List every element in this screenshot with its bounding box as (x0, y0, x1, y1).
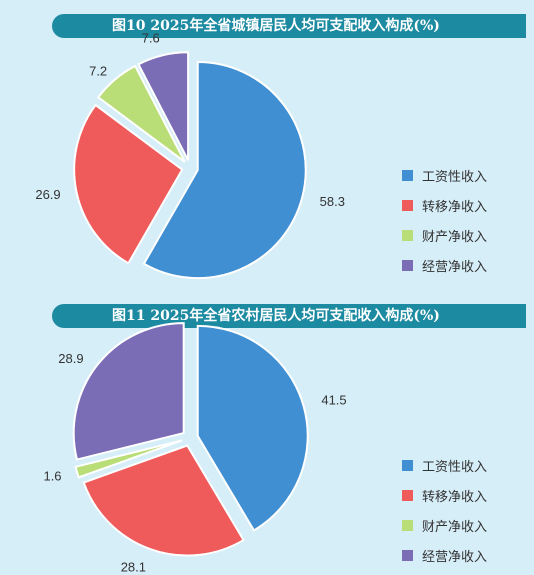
legend-item-business: 经营净收入 (402, 250, 526, 280)
legend-item-property: 财产净收入 (402, 510, 526, 540)
legend-label: 转移净收入 (422, 199, 488, 215)
pie-slice-business (72, 322, 185, 461)
legend-item-wages: 工资性收入 (402, 450, 526, 480)
legend-swatch-wages (402, 169, 413, 181)
legend-label: 经营净收入 (422, 549, 488, 565)
urban-income-pie-chart: 58.3 26.9 7.2 7.6 (35, 31, 345, 279)
slice-value-label-property: 7.2 (89, 63, 107, 78)
legend-item-wages: 工资性收入 (402, 160, 526, 190)
pie-slice-business (137, 51, 190, 161)
pie-slice-wages (142, 61, 307, 279)
pie-slice-transfer (73, 103, 184, 265)
legend-swatch-wages (402, 459, 413, 471)
rural-income-panel: 图11 2025年全省农村居民人均可支配收入构成(%) 41.5 28.1 1.6 2… (0, 290, 534, 575)
chart-legend: 工资性收入 转移净收入 财产净收入 经营净收入 (402, 160, 526, 280)
chart-title-bar: 图11 2025年全省农村居民人均可支配收入构成(%) (52, 304, 526, 328)
legend-label: 转移净收入 (422, 489, 488, 505)
rural-income-pie-chart: 41.5 28.1 1.6 28.9 (43, 322, 347, 574)
chart-legend: 工资性收入 转移净收入 财产净收入 经营净收入 (402, 450, 526, 570)
legend-swatch-transfer (402, 199, 413, 211)
legend-item-business: 经营净收入 (402, 540, 526, 570)
chart-title: 图11 2025年全省农村居民人均可支配收入构成(%) (112, 308, 440, 324)
legend-item-transfer: 转移净收入 (402, 190, 526, 220)
slice-value-label-property: 1.6 (43, 469, 61, 484)
chart-title-bar: 图10 2025年全省城镇居民人均可支配收入构成(%) (52, 14, 526, 38)
pie-slice-property (74, 439, 183, 479)
legend-label: 财产净收入 (422, 229, 488, 245)
slice-value-label-transfer: 26.9 (35, 187, 60, 202)
legend-item-property: 财产净收入 (402, 220, 526, 250)
legend-item-transfer: 转移净收入 (402, 480, 526, 510)
slice-value-label-wages: 58.3 (320, 194, 345, 209)
legend-label: 工资性收入 (422, 459, 488, 475)
chart-title: 图10 2025年全省城镇居民人均可支配收入构成(%) (112, 18, 440, 34)
slice-value-label-business: 28.9 (58, 351, 83, 366)
legend-swatch-business (402, 549, 413, 561)
legend-label: 经营净收入 (422, 259, 488, 275)
legend-swatch-property (402, 229, 413, 241)
pie-slice-wages (196, 324, 309, 532)
slice-value-label-wages: 41.5 (321, 393, 346, 408)
pie-slice-transfer (82, 444, 245, 557)
legend-swatch-business (402, 259, 413, 271)
legend-label: 财产净收入 (422, 519, 488, 535)
urban-income-panel: 图10 2025年全省城镇居民人均可支配收入构成(%) 58.3 26.9 7.2 7… (0, 0, 534, 285)
pie-slice-property (96, 64, 186, 163)
legend-label: 工资性收入 (422, 169, 488, 185)
legend-swatch-property (402, 519, 413, 531)
slice-value-label-transfer: 28.1 (121, 559, 146, 574)
legend-swatch-transfer (402, 489, 413, 501)
slice-value-label-business: 7.6 (142, 31, 160, 46)
